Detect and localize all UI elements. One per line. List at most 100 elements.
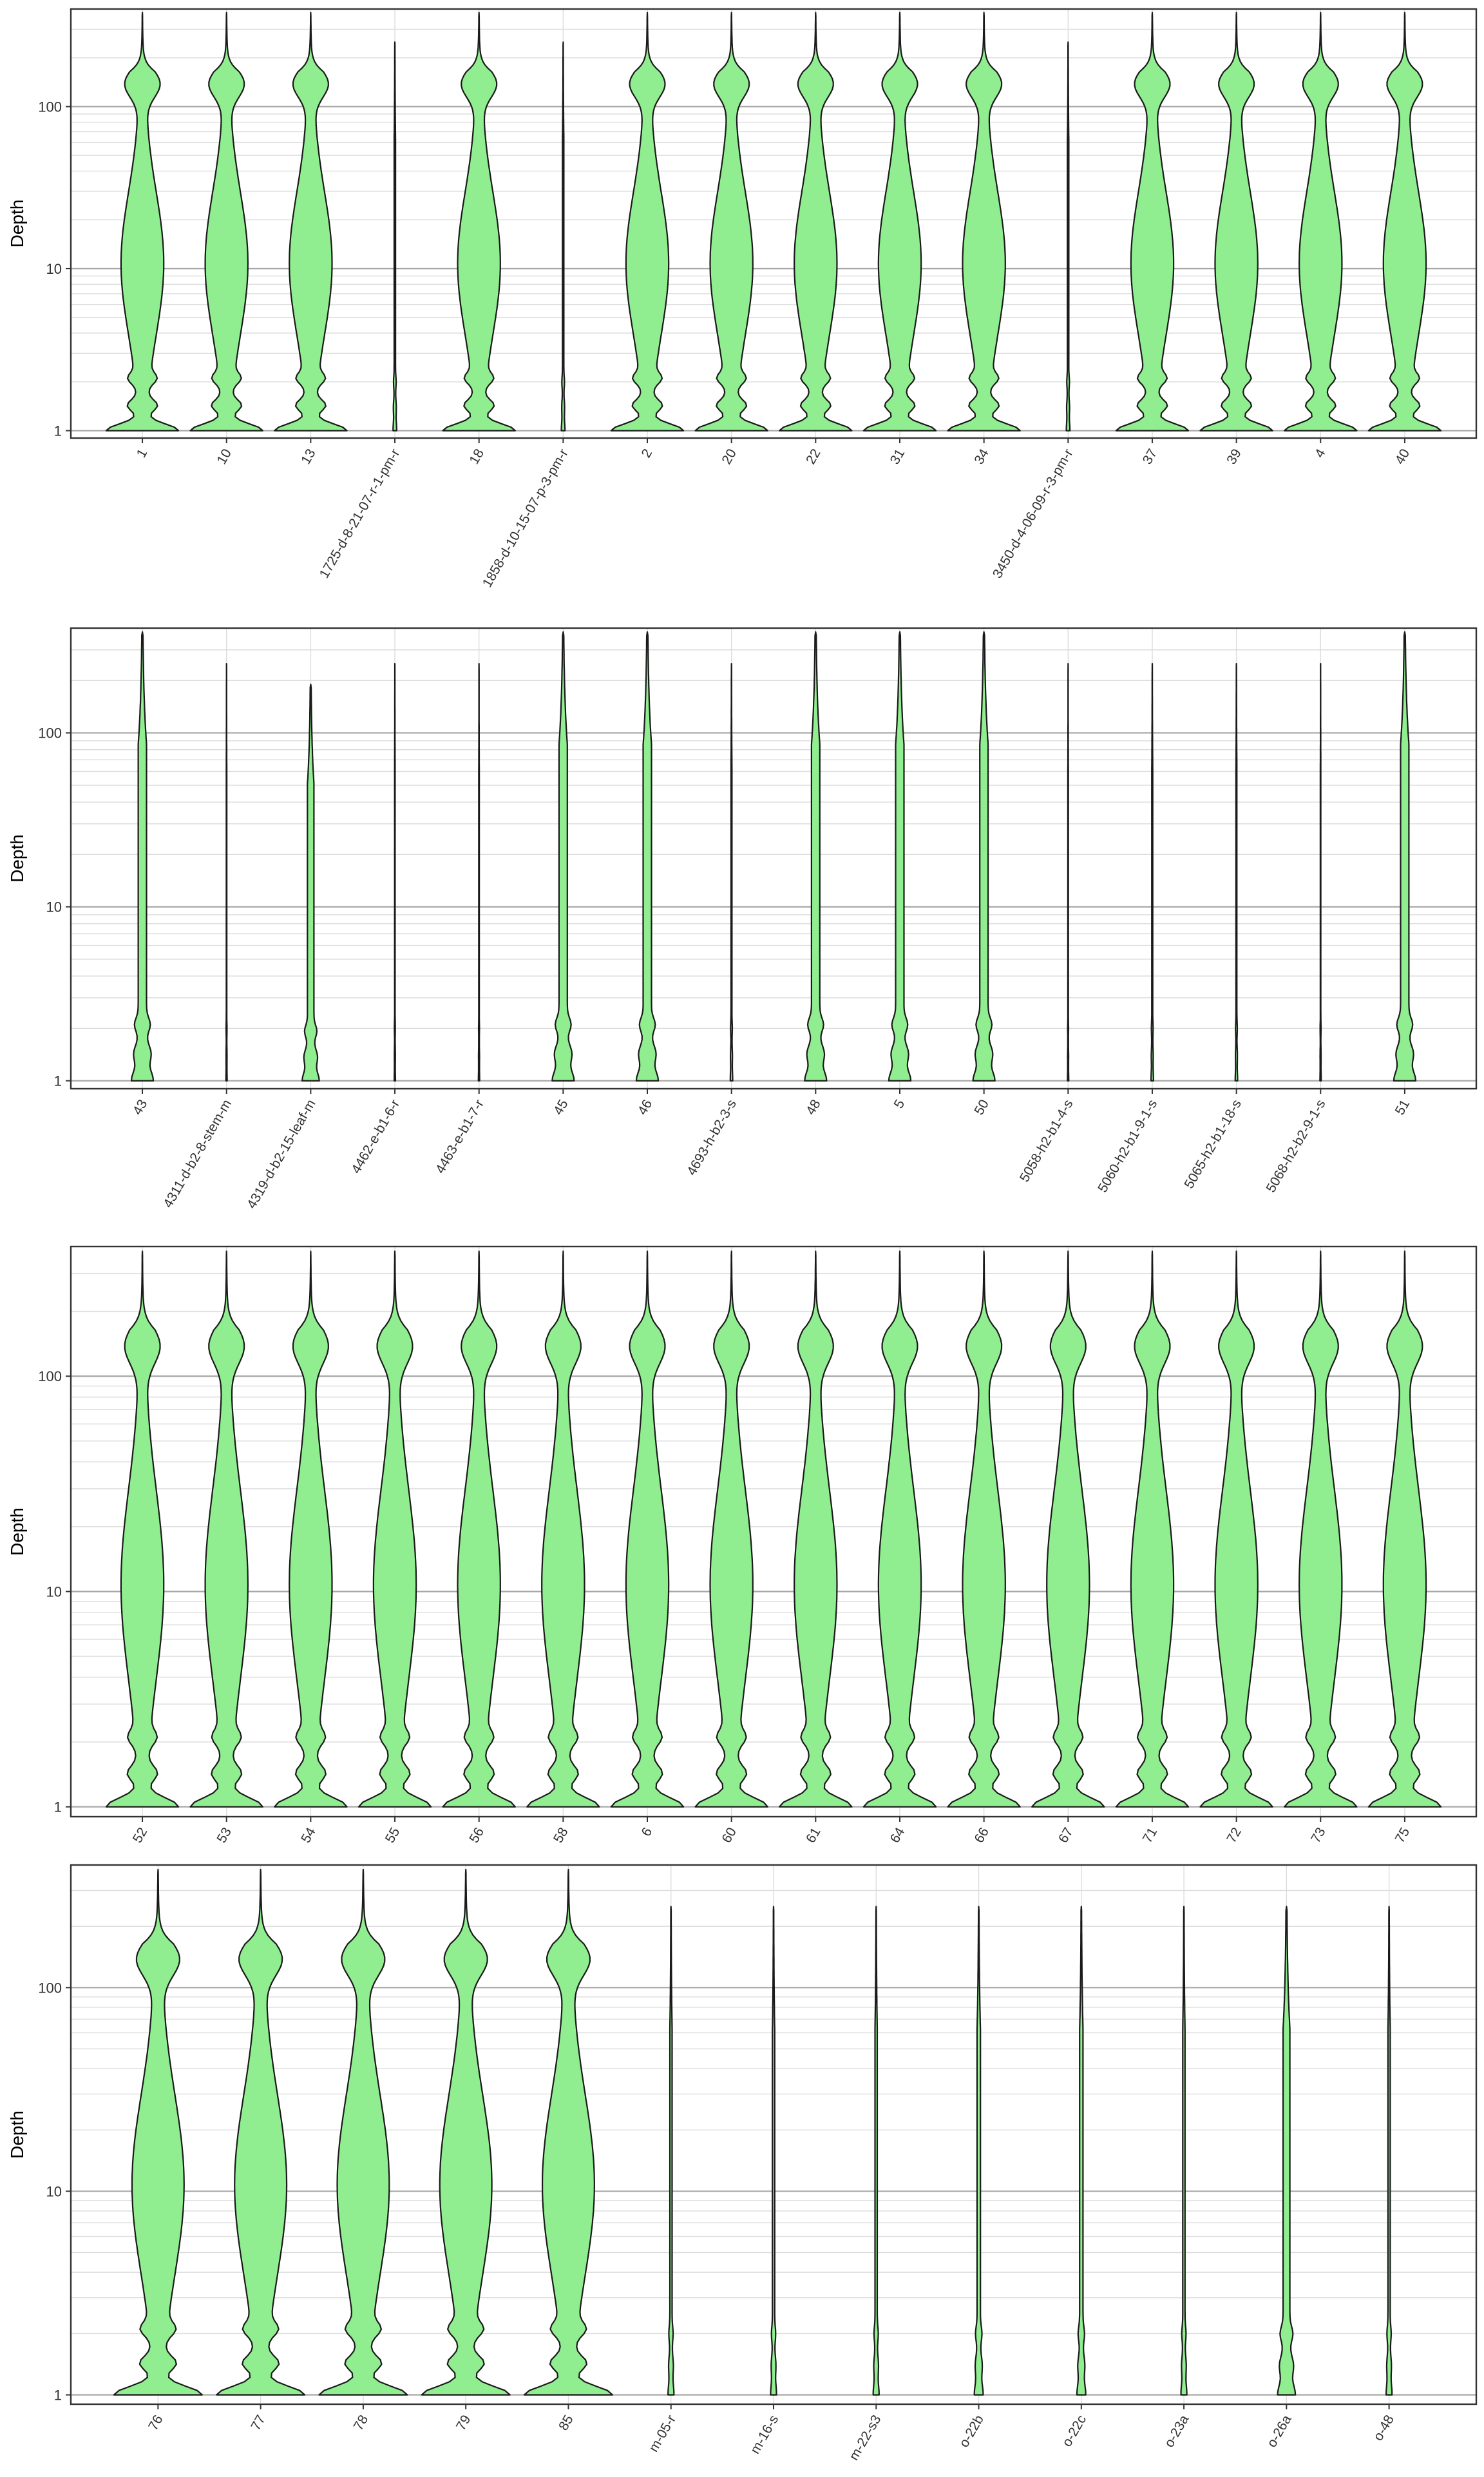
y-tick-label: 100 (38, 1368, 62, 1384)
y-tick-label: 100 (38, 99, 62, 115)
violin-4462-e-b1-6-r (394, 663, 397, 1082)
x-tick-label: 6 (639, 1825, 656, 1839)
violin-52 (105, 1250, 180, 1808)
x-tick-label: 54 (298, 1825, 319, 1846)
violin-o-22c (1076, 1906, 1087, 2396)
x-tick-label: 4463-e-b1-7-r (433, 1097, 487, 1176)
x-tick-label: 31 (888, 446, 908, 467)
x-tick-label: 5065-h2-b1-18-s (1181, 1097, 1244, 1191)
x-tick-label: 85 (556, 2413, 576, 2433)
violin-22 (779, 12, 853, 432)
violin-1 (105, 12, 180, 432)
x-tick-label: 40 (1393, 446, 1413, 467)
violin-71 (1115, 1250, 1190, 1808)
x-tick-label: 13 (298, 446, 319, 467)
violin-5065-h2-b1-18-s (1234, 663, 1239, 1082)
violin-10 (189, 12, 263, 432)
x-tick-label: 4311-d-b2-8-stem-m (160, 1097, 234, 1210)
violin-2 (610, 12, 685, 432)
x-tick-label: 2 (639, 446, 656, 461)
x-tick-label: 79 (453, 2413, 474, 2433)
x-tick-label: 1858-d-10-15-07-p-3-pm-r (480, 446, 571, 590)
violin-18 (442, 12, 516, 432)
violin-46 (635, 631, 660, 1082)
violin-51 (1393, 631, 1417, 1082)
x-tick-label: 20 (719, 446, 739, 467)
y-tick-label: 1 (54, 1073, 62, 1089)
violin-o-48 (1385, 1906, 1393, 2396)
violin-34 (947, 12, 1021, 432)
violin-4319-d-b2-15-leaf-m (301, 684, 320, 1082)
x-tick-label: o-23a (1162, 2413, 1192, 2450)
violin-o-23a (1180, 1906, 1188, 2396)
violin-56 (442, 1250, 516, 1808)
y-tick-label: 10 (46, 1583, 62, 1600)
chart-panel-4: 1 10 100 Depth 76 77 78 79 85 m-05-r m-16-s m-22-s3… (7, 1864, 1478, 2463)
violin-54 (274, 1250, 348, 1808)
violin-1858-d-10-15-07-p-3-pm-r (560, 41, 566, 432)
x-tick-label: 5058-h2-b1-4-s (1017, 1097, 1076, 1185)
violin-m-16-s (770, 1906, 777, 2396)
violin-50 (972, 631, 996, 1082)
violin-58 (526, 1250, 600, 1808)
violin-4463-e-b1-7-r (477, 663, 480, 1082)
violin-40 (1367, 12, 1442, 432)
x-tick-label: 10 (214, 446, 234, 467)
violin-6 (610, 1250, 685, 1808)
x-tick-label: 50 (971, 1097, 992, 1118)
x-tick-label: 61 (803, 1825, 824, 1846)
panel-border (70, 627, 1478, 1090)
x-tick-label: 71 (1140, 1825, 1161, 1846)
x-tick-label: 4693-h-b2-3-s (684, 1097, 739, 1178)
x-tick-label: 46 (635, 1097, 656, 1118)
violin-45 (551, 631, 575, 1082)
x-tick-label: 18 (466, 446, 487, 467)
violin-85 (523, 1868, 613, 2396)
violin-67 (1031, 1250, 1105, 1808)
x-tick-label: 45 (551, 1097, 571, 1118)
violin-5058-h2-b1-4-s (1067, 663, 1070, 1082)
x-tick-label: 51 (1393, 1097, 1413, 1118)
x-tick-label: 58 (551, 1825, 571, 1846)
x-tick-label: 1 (134, 446, 151, 461)
x-tick-label: 66 (971, 1825, 992, 1846)
x-tick-label: 73 (1308, 1825, 1329, 1846)
x-tick-label: o-48 (1371, 2413, 1397, 2444)
violin-1725-d-8-21-07-r-1-pm-r (392, 41, 397, 432)
x-tick-label: o-26a (1264, 2413, 1295, 2450)
minor-gridlines (71, 8, 1476, 383)
violin-48 (804, 631, 828, 1082)
x-tick-label: 39 (1224, 446, 1244, 467)
x-tick-label: 64 (888, 1825, 908, 1846)
y-tick-label: 1 (54, 2387, 62, 2404)
x-tick-label: 22 (803, 446, 824, 467)
x-tick-label: 60 (719, 1825, 739, 1846)
x-tick-label: 4462-e-b1-6-r (348, 1097, 403, 1176)
x-tick-label: 78 (351, 2413, 372, 2433)
y-axis-label: Depth (7, 2110, 27, 2159)
y-tick-label: 1 (54, 423, 62, 439)
x-tick-label: m-22-s3 (846, 2413, 884, 2463)
y-axis-label: Depth (7, 834, 27, 883)
panel-border (70, 1864, 1478, 2405)
violin-39 (1199, 12, 1273, 432)
y-axis-label: Depth (7, 200, 27, 248)
violin-4311-d-b2-8-stem-m (225, 663, 228, 1082)
violin-72 (1199, 1250, 1273, 1808)
y-tick-label: 100 (38, 725, 62, 741)
vertical-gridlines (142, 1247, 1405, 1817)
violin-o-22b (973, 1906, 984, 2396)
violin-20 (694, 12, 768, 432)
x-tick-label: 5060-h2-b1-9-1-s (1095, 1097, 1160, 1195)
violin-53 (189, 1250, 263, 1808)
violin-3450-d-4-06-09-r-3-pm-r (1065, 41, 1071, 432)
x-tick-label: 43 (130, 1097, 151, 1118)
x-tick-label: 55 (383, 1825, 403, 1846)
minor-gridlines (71, 627, 1476, 1029)
x-tick-label: 52 (130, 1825, 151, 1846)
x-tick-label: 48 (803, 1097, 824, 1118)
x-tick-label: 5 (891, 1097, 908, 1111)
violin-m-05-r (667, 1906, 675, 2396)
